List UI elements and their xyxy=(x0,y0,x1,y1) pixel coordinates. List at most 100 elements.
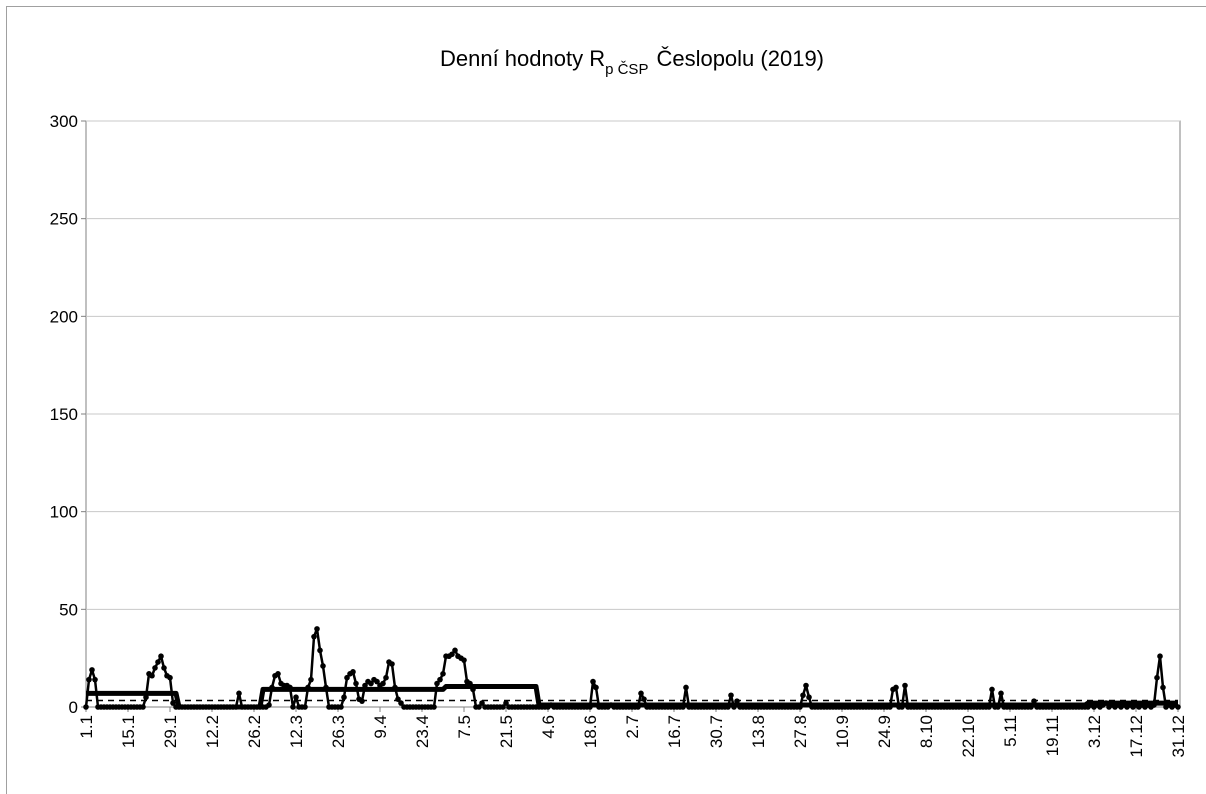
data-point xyxy=(344,674,350,681)
data-point xyxy=(320,663,326,669)
x-tick-label: 26.3 xyxy=(329,715,348,748)
data-point xyxy=(374,678,380,685)
data-point xyxy=(638,690,644,697)
data-point xyxy=(83,704,89,710)
data-point xyxy=(86,676,92,683)
data-point xyxy=(593,684,599,691)
x-tick-label: 19.11 xyxy=(1043,715,1062,756)
data-point xyxy=(140,704,146,710)
data-point xyxy=(590,678,596,685)
data-point xyxy=(434,680,440,687)
x-tick-label: 24.9 xyxy=(875,715,894,748)
data-point xyxy=(806,694,812,701)
x-tick-label: 15.1 xyxy=(119,715,138,748)
data-point xyxy=(1154,674,1160,681)
data-point xyxy=(338,704,344,710)
chart-border xyxy=(6,6,1206,794)
data-point xyxy=(479,700,485,706)
x-tick-label: 18.6 xyxy=(581,715,600,748)
data-point xyxy=(476,704,482,710)
x-tick-label: 22.10 xyxy=(959,715,978,758)
x-tick-label: 29.1 xyxy=(161,715,180,748)
data-point xyxy=(302,704,308,710)
data-point xyxy=(803,682,809,689)
x-tick-label: 13.8 xyxy=(749,715,768,748)
y-tick-label: 100 xyxy=(50,503,78,522)
data-point xyxy=(1160,684,1166,691)
data-point xyxy=(317,647,323,654)
data-point xyxy=(500,704,506,710)
x-tick-label: 26.2 xyxy=(245,715,264,748)
data-point xyxy=(167,674,173,681)
data-point xyxy=(149,672,155,679)
y-tick-label: 50 xyxy=(59,600,78,619)
x-tick-label: 7.5 xyxy=(455,715,474,739)
x-tick-label: 12.2 xyxy=(203,715,222,748)
y-tick-label: 300 xyxy=(50,112,78,131)
x-tick-label: 17.12 xyxy=(1127,715,1146,758)
data-point xyxy=(161,665,167,671)
y-tick-label: 250 xyxy=(50,210,78,229)
data-point xyxy=(170,700,176,706)
data-point xyxy=(143,694,149,701)
data-point xyxy=(989,686,995,693)
x-tick-label: 5.11 xyxy=(1001,715,1020,747)
chart-title: Denní hodnoty Rp ČSP Česlopolu (2019) xyxy=(440,46,824,78)
data-point xyxy=(383,674,389,681)
data-point xyxy=(893,684,899,691)
data-point xyxy=(452,647,458,654)
data-point xyxy=(266,702,272,708)
x-tick-label: 9.4 xyxy=(371,715,390,739)
x-tick-label: 8.10 xyxy=(917,715,936,748)
x-tick-label: 21.5 xyxy=(497,715,516,748)
series-line xyxy=(84,627,1179,709)
data-point xyxy=(641,696,647,702)
data-point xyxy=(311,633,317,640)
data-point xyxy=(152,665,158,671)
data-point xyxy=(461,657,467,663)
x-tick-label: 1.1 xyxy=(77,715,96,739)
x-tick-label: 2.7 xyxy=(623,715,642,739)
x-tick-label: 23.4 xyxy=(413,715,432,748)
data-point xyxy=(398,700,404,706)
data-point xyxy=(353,680,359,687)
data-point xyxy=(902,682,908,689)
data-point xyxy=(998,690,1004,697)
title-suffix: Česlopolu (2019) xyxy=(656,46,824,71)
data-point xyxy=(800,692,806,699)
x-tick-label: 16.7 xyxy=(665,715,684,748)
x-tick-label: 3.12 xyxy=(1085,715,1104,748)
data-point xyxy=(290,704,296,710)
data-point xyxy=(275,670,281,677)
data-point xyxy=(158,653,164,660)
y-tick-label: 0 xyxy=(69,698,78,717)
data-point xyxy=(1157,653,1163,660)
data-point xyxy=(368,680,374,687)
data-point xyxy=(503,700,509,706)
data-point xyxy=(728,692,734,699)
data-point xyxy=(380,680,386,687)
data-point xyxy=(362,682,368,689)
data-point xyxy=(1175,704,1181,710)
data-point xyxy=(449,651,455,658)
data-point xyxy=(350,669,356,675)
data-point xyxy=(440,670,446,677)
data-point xyxy=(89,667,95,673)
data-point xyxy=(236,690,242,697)
data-point xyxy=(92,676,98,683)
x-tick-label: 30.7 xyxy=(707,715,726,748)
y-tick-label: 150 xyxy=(50,405,78,424)
x-tick-label: 4.6 xyxy=(539,715,558,739)
y-tick-label: 200 xyxy=(50,307,78,326)
data-point xyxy=(431,704,437,710)
x-tick-label: 31.12 xyxy=(1169,715,1188,758)
x-tick-label: 12.3 xyxy=(287,715,306,748)
title-subscript: p ČSP xyxy=(605,61,648,78)
data-point xyxy=(341,694,347,701)
x-tick-label: 10.9 xyxy=(833,715,852,748)
data-point xyxy=(314,626,320,632)
data-point xyxy=(293,694,299,701)
data-point xyxy=(155,659,161,665)
